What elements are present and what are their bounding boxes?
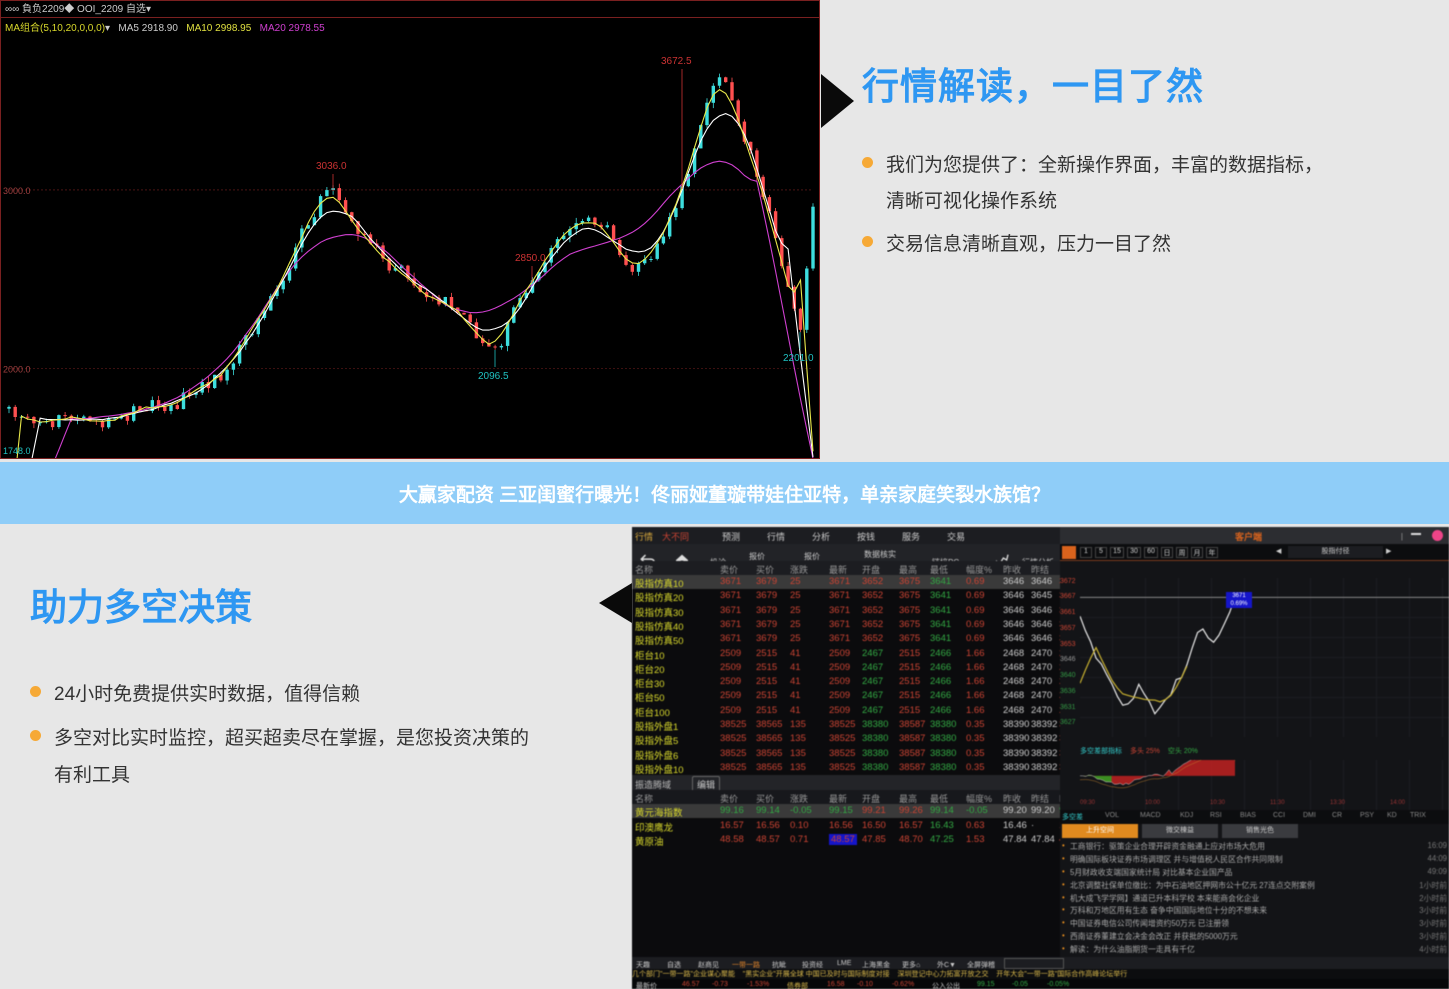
svg-text:2850.0: 2850.0 [515, 253, 546, 264]
svg-text:2201.0: 2201.0 [783, 353, 814, 364]
svg-text:3036.0: 3036.0 [316, 161, 347, 172]
svg-text:2000.0: 2000.0 [3, 365, 31, 375]
svg-text:3000.0: 3000.0 [3, 186, 31, 196]
svg-text:2096.5: 2096.5 [478, 371, 509, 382]
svg-text:3672.5: 3672.5 [661, 56, 692, 67]
